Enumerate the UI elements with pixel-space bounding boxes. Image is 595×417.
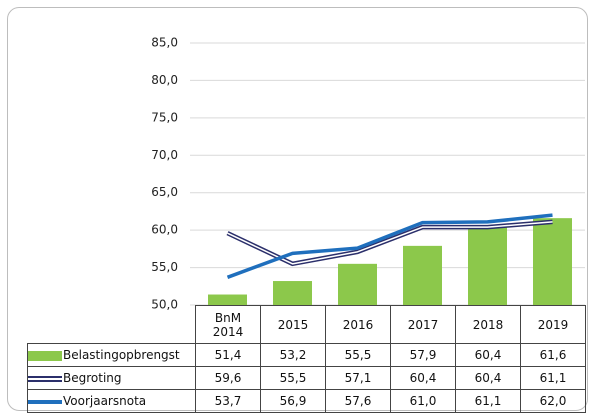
legend-swatch — [28, 399, 62, 404]
header-cell: 2015 — [260, 305, 326, 344]
table-value: 59,6 — [195, 366, 261, 390]
table-value: 55,5 — [260, 366, 326, 390]
legend-cell: Voorjaarsnota — [27, 389, 196, 413]
bar — [273, 281, 312, 305]
table-row: Begroting 59,6 55,5 57,1 60,4 60,4 61,1 — [27, 366, 586, 390]
legend-label: Voorjaarsnota — [63, 394, 147, 408]
legend-swatch — [28, 350, 62, 361]
legend-cell: Begroting — [27, 366, 196, 390]
table-value: 53,2 — [260, 343, 326, 367]
y-tick-label: 55,0 — [151, 260, 178, 274]
legend-label: Belastingopbrengst — [63, 348, 180, 362]
bar — [468, 227, 507, 305]
table-value: 61,6 — [520, 343, 586, 367]
table-value: 62,0 — [520, 389, 586, 413]
bar — [338, 263, 377, 305]
header-cell: 2018 — [455, 305, 521, 344]
legend-swatch — [28, 375, 62, 382]
table-row: Voorjaarsnota 53,7 56,9 57,6 61,0 61,1 62,0 — [27, 389, 586, 413]
y-tick-label: 85,0 — [151, 36, 178, 50]
y-tick-label: 75,0 — [151, 110, 178, 124]
bar — [403, 245, 442, 305]
category-label: 2015 — [277, 317, 309, 332]
line — [226, 213, 553, 279]
y-tick-label: 80,0 — [151, 73, 178, 87]
legend-label: Begroting — [63, 371, 122, 385]
y-tick-label: 70,0 — [151, 148, 178, 162]
table-value: 57,6 — [325, 389, 391, 413]
table-value: 60,4 — [455, 343, 521, 367]
table-value: 53,7 — [195, 389, 261, 413]
table-value: 61,1 — [455, 389, 521, 413]
table-value: 57,9 — [390, 343, 456, 367]
header-cell: 2017 — [390, 305, 456, 344]
category-label: 2017 — [407, 317, 439, 332]
table-value: 61,1 — [520, 366, 586, 390]
bar — [533, 218, 572, 305]
legend-cell: Belastingopbrengst — [27, 343, 196, 367]
header-cell: 2019 — [520, 305, 586, 344]
table-value: 57,1 — [325, 366, 391, 390]
table-value: 60,4 — [455, 366, 521, 390]
header-cell: 2016 — [325, 305, 391, 344]
header-cell: BnM 2014 — [195, 305, 261, 344]
table-value: 56,9 — [260, 389, 326, 413]
table-value: 55,5 — [325, 343, 391, 367]
header-row: BnM 2014 2015 2016 2017 2018 2019 — [27, 305, 586, 344]
table-value: 51,4 — [195, 343, 261, 367]
bar — [208, 294, 247, 305]
y-tick-label: 65,0 — [151, 185, 178, 199]
category-label: 2016 — [342, 317, 374, 332]
data-table: BnM 2014 2015 2016 2017 2018 2019 Belastingopb… — [27, 305, 586, 413]
table-row: Belastingopbrengst 51,4 53,2 55,5 57,9 60,4 61… — [27, 343, 586, 367]
table-value: 61,0 — [390, 389, 456, 413]
table-value: 60,4 — [390, 366, 456, 390]
y-tick-label: 60,0 — [151, 223, 178, 237]
category-label: 2019 — [537, 317, 569, 332]
category-label: 2018 — [472, 317, 504, 332]
category-label: BnM 2014 — [212, 310, 244, 339]
